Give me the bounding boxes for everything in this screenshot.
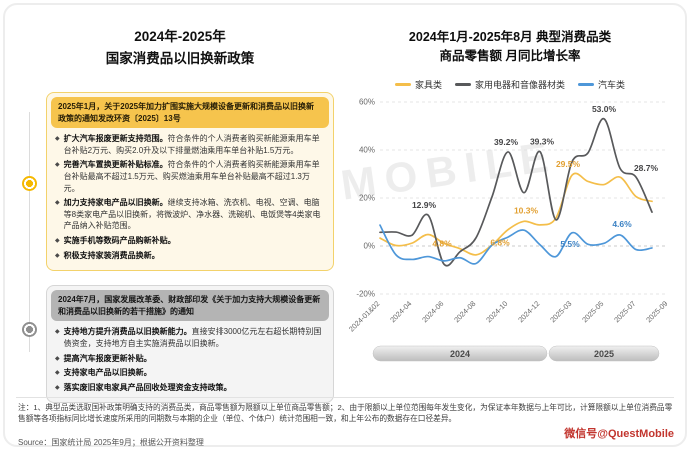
policy-item-lead: 积极支持家装消费品换新。	[63, 250, 160, 260]
chart-title-line2: 商品零售额 月同比增长率	[439, 49, 581, 64]
timeline-dot-2025-icon	[22, 176, 37, 191]
policy-item-text: 符合条件的个人消费者购买新能源乘用车单台补贴2万元、购买2.0升及以下排量燃油乘…	[63, 134, 320, 155]
policy-item-lead: 加力支持家电产品以旧换新。	[63, 198, 168, 208]
policy-item: ◆ 实施手机等数码产品购新补贴。	[55, 235, 325, 247]
period-bar-2025	[548, 345, 660, 362]
legend-label: 家用电器和音像器材类	[474, 80, 565, 90]
chart-title: 2024年1月-2025年8月 典型消费品类 商品零售额 月同比增长率	[345, 28, 675, 67]
legend-line-icon	[454, 83, 471, 86]
policy-item: ◆ 完善汽车置换更新补贴标准。符合条件的个人消费者购买新能源乘用车单台补贴最高不…	[55, 159, 325, 194]
x-tick-label: 2024-04	[388, 299, 413, 324]
chart-title-line1: 2024年1月-2025年8月 典型消费品类	[408, 30, 612, 44]
legend-item-cars: 汽车类	[578, 78, 625, 91]
diamond-bullet-icon: ◆	[55, 384, 60, 391]
x-tick-label: 2024-06	[420, 299, 445, 324]
policy-item-text: 继续支持冰箱、洗衣机、电视、空调、电脑等8类家电产品以旧换新，将微波炉、净水器、…	[63, 198, 321, 231]
policy-item-lead: 实施手机等数码产品购新补贴。	[63, 235, 176, 245]
left-title-line2: 国家消费品以旧换新政策	[105, 50, 255, 66]
y-tick-label: 0%	[363, 242, 375, 251]
x-tick-label: 2025-03	[548, 299, 573, 324]
x-tick-label: 2024-12	[516, 299, 541, 324]
policy-item-lead: 提高汽车报废更新补贴。	[63, 353, 152, 363]
source-line: Source：国家统计局 2025年9月；根据公开资料整理	[18, 438, 204, 447]
period-bar-label: 2025	[594, 349, 614, 359]
policy-item: ◆ 提高汽车报废更新补贴。	[55, 353, 325, 365]
policy-item-lead: 支持地方提升消费品以旧换新能力。	[63, 327, 192, 337]
timeline-line	[29, 112, 30, 352]
policy-item-text: 符合条件的个人消费者购买新能源乘用车单台补贴最高不超过1.5万元、购买燃油乘用车…	[63, 160, 320, 193]
x-tick-label: 2024-10	[484, 299, 509, 324]
policy-item-lead: 完善汽车置换更新补贴标准。	[63, 160, 168, 170]
diamond-bullet-icon: ◆	[55, 200, 60, 207]
diamond-bullet-icon: ◆	[55, 370, 60, 377]
policy-item: ◆ 支持家电产品以旧换新。	[55, 367, 325, 379]
point-label: 6.8%	[490, 238, 510, 248]
diamond-bullet-icon: ◆	[55, 237, 60, 244]
chart-legend: 家具类 家用电器和音像器材类 汽车类	[345, 78, 675, 91]
point-label: 53.0%	[592, 104, 617, 114]
diamond-bullet-icon: ◆	[55, 136, 60, 143]
policy-box-2024: 2024年7月，国家发展改革委、财政部印发《关于加力支持大规模设备更新和消费品以…	[46, 285, 334, 404]
y-tick-label: -20%	[356, 290, 375, 299]
timeline-dot-2024-icon	[22, 322, 37, 337]
policy-item: ◆ 扩大汽车报废更新支持范围。符合条件的个人消费者购买新能源乘用车单台补贴2万元…	[55, 133, 325, 156]
policy-item-lead: 支持家电产品以旧换新。	[63, 368, 152, 378]
policy-item-text: 直接安排3000亿元左右超长期特别国债资金，支持地方自主实施消费品以旧换新。	[63, 327, 322, 348]
point-label: 5.5%	[560, 239, 580, 249]
x-tick-label: 2024-01&02	[347, 299, 381, 333]
point-label: 39.3%	[530, 137, 555, 147]
x-tick-label: 2025-07	[612, 299, 637, 324]
wechat-badge: 微信号@QuestMobile	[564, 428, 674, 440]
legend-label: 家具类	[414, 80, 442, 90]
left-panel-title: 2024年-2025年 国家消费品以旧换新政策	[30, 26, 330, 69]
policy-stack: 2025年1月，关于2025年加力扩围实施大规模设备更新和消费品以旧换新政策的通…	[46, 92, 334, 404]
policy-items-2024: ◆ 支持地方提升消费品以旧换新能力。直接安排3000亿元左右超长期特别国债资金，…	[47, 325, 333, 402]
point-label: 12.9%	[412, 200, 437, 210]
footer-divider	[16, 397, 674, 398]
x-tick-label: 2024-08	[452, 299, 477, 324]
policy-items-2025: ◆ 扩大汽车报废更新支持范围。符合条件的个人消费者购买新能源乘用车单台补贴2万元…	[47, 132, 333, 270]
legend-label: 汽车类	[598, 80, 626, 90]
footnote: 注：1、典型品类选取国补政策明确支持的消费品类，商品零售额为限额以上单位商品零售…	[18, 403, 673, 424]
series-line-cars	[379, 224, 653, 265]
policy-box-2025: 2025年1月，关于2025年加力扩围实施大规模设备更新和消费品以旧换新政策的通…	[46, 92, 334, 272]
y-tick-label: 40%	[359, 146, 375, 155]
policy-item: ◆ 落实废旧家电家具产品回收处理资金支持政策。	[55, 382, 325, 394]
policy-header-2024: 2024年7月，国家发展改革委、财政部印发《关于加力支持大规模设备更新和消费品以…	[51, 290, 329, 322]
series-line-appliances	[379, 117, 653, 267]
diamond-bullet-icon: ◆	[55, 355, 60, 362]
period-bar-2024	[372, 345, 548, 362]
point-label: 4.8%	[432, 238, 452, 248]
y-tick-label: 60%	[359, 98, 375, 107]
policy-item: ◆ 支持地方提升消费品以旧换新能力。直接安排3000亿元左右超长期特别国债资金，…	[55, 326, 325, 349]
legend-item-appliances: 家用电器和音像器材类	[454, 78, 565, 91]
diamond-bullet-icon: ◆	[55, 162, 60, 169]
point-label: 4.6%	[612, 219, 632, 229]
point-label: 39.2%	[494, 137, 519, 147]
diamond-bullet-icon: ◆	[55, 252, 60, 259]
period-bar-label: 2024	[450, 349, 470, 359]
point-label: 10.3%	[514, 205, 539, 215]
diamond-bullet-icon: ◆	[55, 329, 60, 336]
legend-line-icon	[394, 83, 411, 86]
left-title-line1: 2024年-2025年	[134, 29, 226, 44]
policy-item-lead: 扩大汽车报废更新支持范围。	[63, 134, 168, 144]
policy-header-2025: 2025年1月，关于2025年加力扩围实施大规模设备更新和消费品以旧换新政策的通…	[51, 97, 329, 129]
legend-item-furniture: 家具类	[394, 78, 442, 91]
point-label: 29.5%	[556, 159, 581, 169]
x-tick-label: 2025-05	[580, 299, 605, 324]
policy-item: ◆ 积极支持家装消费品换新。	[55, 250, 325, 262]
policy-item: ◆ 加力支持家电产品以旧换新。继续支持冰箱、洗衣机、电视、空调、电脑等8类家电产…	[55, 197, 325, 232]
retail-growth-line-chart: -20% 0% 20% 40% 60% 2024-01&02 2024-04 2024-06 2…	[347, 98, 669, 362]
x-tick-label: 2025-09	[644, 299, 669, 324]
policy-item-lead: 落实废旧家电家具产品回收处理资金支持政策。	[63, 382, 232, 392]
legend-line-icon	[578, 83, 594, 86]
series-line-furniture	[379, 172, 653, 256]
point-label: 28.7%	[634, 163, 659, 173]
y-tick-label: 20%	[359, 194, 375, 203]
